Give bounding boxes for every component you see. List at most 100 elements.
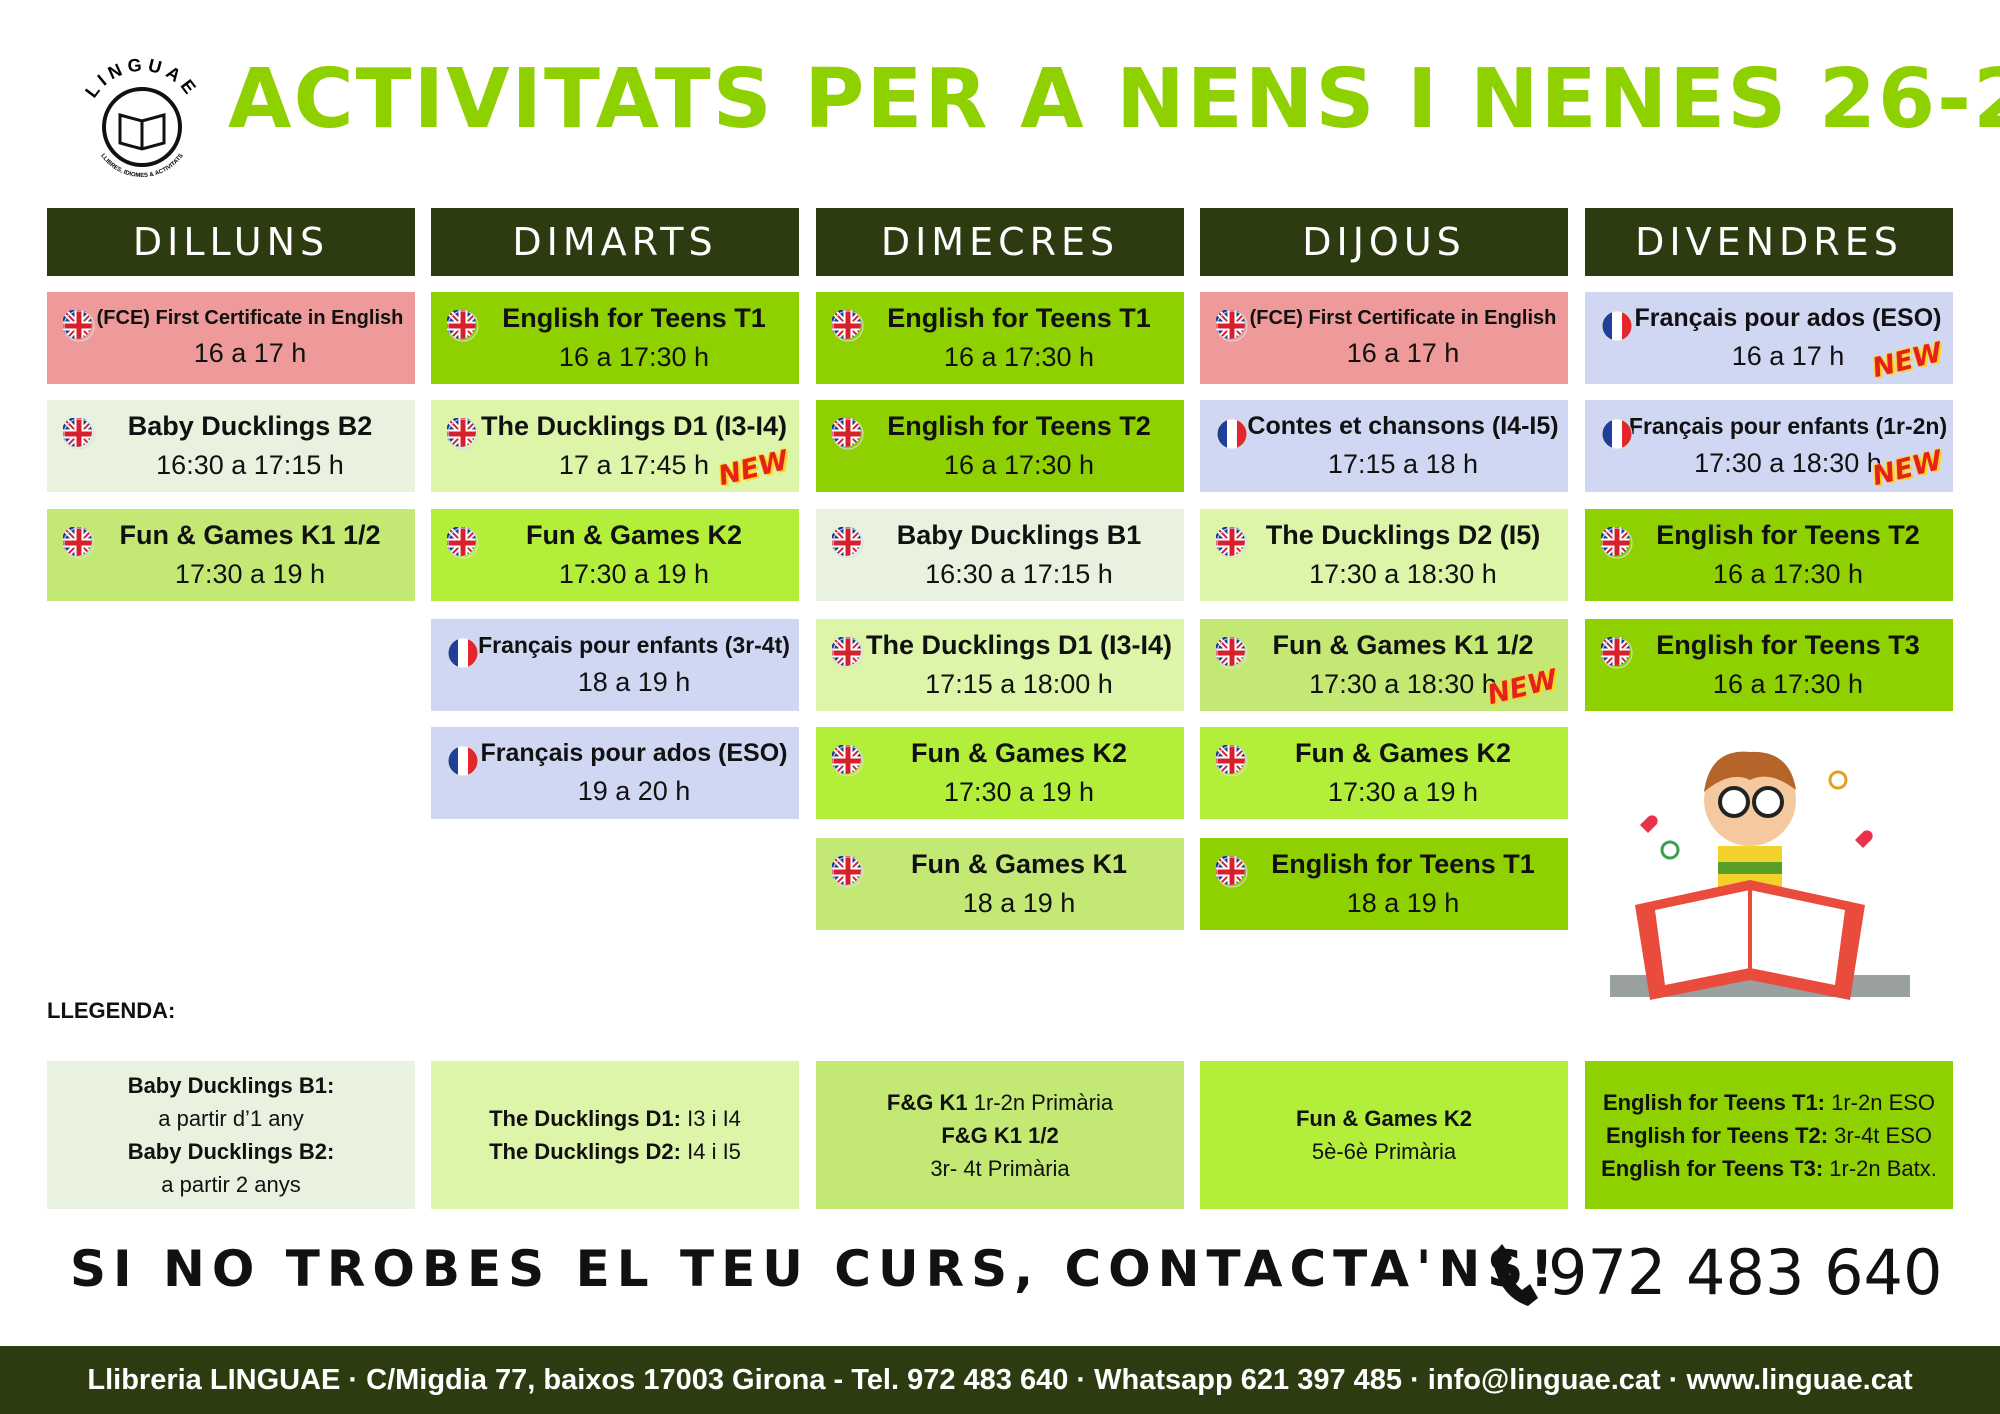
flag-en	[832, 637, 864, 669]
class-card: Fun & Games K1 1/2 17:30 a 18:30 h NEW	[1200, 619, 1568, 711]
class-card: (FCE) First Certificate in English 16 a 1…	[47, 292, 415, 384]
legend-line: The Ducklings D2: I4 i I5	[489, 1135, 741, 1168]
class-title: Fun & Games K2	[525, 520, 743, 550]
class-time: 17:30 a 19 h	[174, 559, 326, 589]
legend-line: a partir d’1 any	[158, 1102, 304, 1135]
class-card: Français pour ados (ESO) 19 a 20 h	[431, 727, 799, 819]
legend-term: The Ducklings D1:	[489, 1106, 681, 1131]
class-card: English for Teens T3 16 a 17:30 h	[1585, 619, 1953, 711]
flag-fr	[447, 637, 479, 669]
flag-en	[832, 745, 864, 777]
legend-line: English for Teens T1: 1r-2n ESO	[1603, 1086, 1935, 1119]
logo: LINGUAE LLIBRES, IDIOMES & ACTIVITATS	[81, 55, 198, 179]
class-title: (FCE) First Certificate in English	[96, 307, 404, 329]
flag-en	[832, 856, 864, 888]
legend-line: F&G K1 1/2	[941, 1119, 1058, 1152]
flag-fr	[447, 745, 479, 777]
class-title: Fun & Games K1 1/2	[119, 520, 381, 550]
class-title: Baby Ducklings B1	[896, 520, 1142, 550]
flag-fr	[1601, 310, 1633, 342]
class-time: 17:30 a 19 h	[1327, 777, 1479, 807]
phone-icon	[1492, 1244, 1538, 1306]
flag-en	[447, 310, 479, 342]
footer: Llibreria LINGUAE · C/Migdia 77, baixos …	[0, 1346, 2000, 1414]
legend-line: 5è-6è Primària	[1312, 1135, 1456, 1168]
day-header: DILLUNS	[47, 208, 415, 276]
legend-desc: 1r-2n Batx.	[1823, 1155, 1937, 1181]
class-card: English for Teens T1 16 a 17:30 h	[431, 292, 799, 384]
class-title: Français pour ados (ESO)	[480, 739, 788, 767]
class-card: Français pour enfants (1r-2n) 17:30 a 18:…	[1585, 400, 1953, 492]
class-card: English for Teens T2 16 a 17:30 h	[816, 400, 1184, 492]
legend-desc: 3r-4t ESO	[1828, 1122, 1932, 1148]
class-time: 17:30 a 18:30 h	[1694, 448, 1882, 478]
class-title: Fun & Games K2	[1294, 738, 1512, 768]
class-time: 16 a 17:30 h	[558, 342, 710, 372]
flag-en	[832, 418, 864, 450]
legend-desc: I3 i I4	[681, 1106, 741, 1131]
class-title: Fun & Games K2	[910, 738, 1128, 768]
class-card: (FCE) First Certificate in English 16 a 1…	[1200, 292, 1568, 384]
legend-label: LLEGENDA:	[47, 998, 176, 1023]
flag-en	[63, 310, 95, 342]
legend-line: Fun & Games K2	[1296, 1102, 1472, 1135]
class-card: Baby Ducklings B1 16:30 a 17:15 h	[816, 509, 1184, 601]
flag-en	[1216, 310, 1248, 342]
class-time: 17:15 a 18:00 h	[925, 669, 1113, 699]
class-card: Français pour enfants (3r-4t) 18 a 19 h	[431, 619, 799, 711]
class-title: Fun & Games K1 1/2	[1272, 630, 1534, 660]
flag-en	[1216, 745, 1248, 777]
flag-fr	[1601, 418, 1633, 450]
flag-en	[63, 527, 95, 559]
legend-desc: 3r- 4t Primària	[930, 1155, 1070, 1181]
class-time: 17:15 a 18 h	[1327, 449, 1479, 479]
class-time: 16 a 17:30 h	[1712, 669, 1864, 699]
legend-line: Baby Ducklings B1:	[128, 1069, 335, 1102]
class-title: English for Teens T1	[1271, 849, 1535, 879]
class-card: Français pour ados (ESO) 16 a 17 h NEW	[1585, 292, 1953, 384]
class-card: Contes et chansons (I4-I5) 17:15 a 18 h	[1200, 400, 1568, 492]
contact-message: SI NO TROBES EL TEU CURS, CONTACTA'NS!	[70, 1240, 1561, 1298]
flag-fr	[1216, 418, 1248, 450]
class-time: 16:30 a 17:15 h	[925, 559, 1113, 589]
flag-en	[447, 527, 479, 559]
legend-line: F&G K1 1r-2n Primària	[887, 1086, 1113, 1119]
legend-box: The Ducklings D1: I3 i I4 The Ducklings D…	[431, 1061, 799, 1209]
legend-term: English for Teens T1:	[1602, 1089, 1825, 1115]
legend-desc: a partir d’1 any	[158, 1106, 304, 1131]
class-time: 16:30 a 17:15 h	[156, 450, 344, 480]
class-title: Fun & Games K1	[910, 849, 1128, 879]
flag-en	[1216, 527, 1248, 559]
class-time: 17:30 a 18:30 h	[1309, 559, 1497, 589]
class-card: The Ducklings D1 (I3-I4) 17 a 17:45 h NEW	[431, 400, 799, 492]
flag-en	[1216, 637, 1248, 669]
legend-term: The Ducklings D2:	[489, 1139, 681, 1164]
flag-en	[63, 418, 95, 450]
legend-desc: 1r-2n Primària	[967, 1089, 1114, 1115]
class-title: Français pour enfants (3r-4t)	[478, 632, 790, 658]
day-header: DIMECRES	[816, 208, 1184, 276]
legend-line: 3r- 4t Primària	[930, 1152, 1069, 1185]
class-time: 16 a 17:30 h	[943, 450, 1095, 480]
class-title: (FCE) First Certificate in English	[1249, 307, 1557, 329]
contact-phone: 972 483 640	[1548, 1236, 1943, 1309]
class-time: 16 a 17:30 h	[1712, 559, 1864, 589]
flag-en	[832, 310, 864, 342]
flag-en	[1601, 527, 1633, 559]
legend-box: Baby Ducklings B1: a partir d’1 any Baby D…	[47, 1061, 415, 1209]
class-card: Fun & Games K2 17:30 a 19 h	[1200, 727, 1568, 819]
class-card: The Ducklings D1 (I3-I4) 17:15 a 18:00 h	[816, 619, 1184, 711]
legend-term: English for Teens T3:	[1601, 1155, 1824, 1181]
new-badge: NEW	[715, 444, 792, 493]
class-time: 16 a 17 h	[1346, 338, 1460, 368]
class-time: 18 a 19 h	[1346, 888, 1460, 918]
class-time: 16 a 17 h	[1731, 341, 1845, 371]
legend-term: Baby Ducklings B1:	[127, 1073, 335, 1098]
new-badge: NEW	[1869, 336, 1946, 385]
legend-term: F&G K1	[886, 1089, 968, 1115]
class-card: Fun & Games K1 18 a 19 h	[816, 838, 1184, 930]
class-title: English for Teens T3	[1656, 630, 1920, 660]
class-time: 18 a 19 h	[962, 888, 1076, 918]
class-time: 17:30 a 18:30 h	[1309, 669, 1497, 699]
